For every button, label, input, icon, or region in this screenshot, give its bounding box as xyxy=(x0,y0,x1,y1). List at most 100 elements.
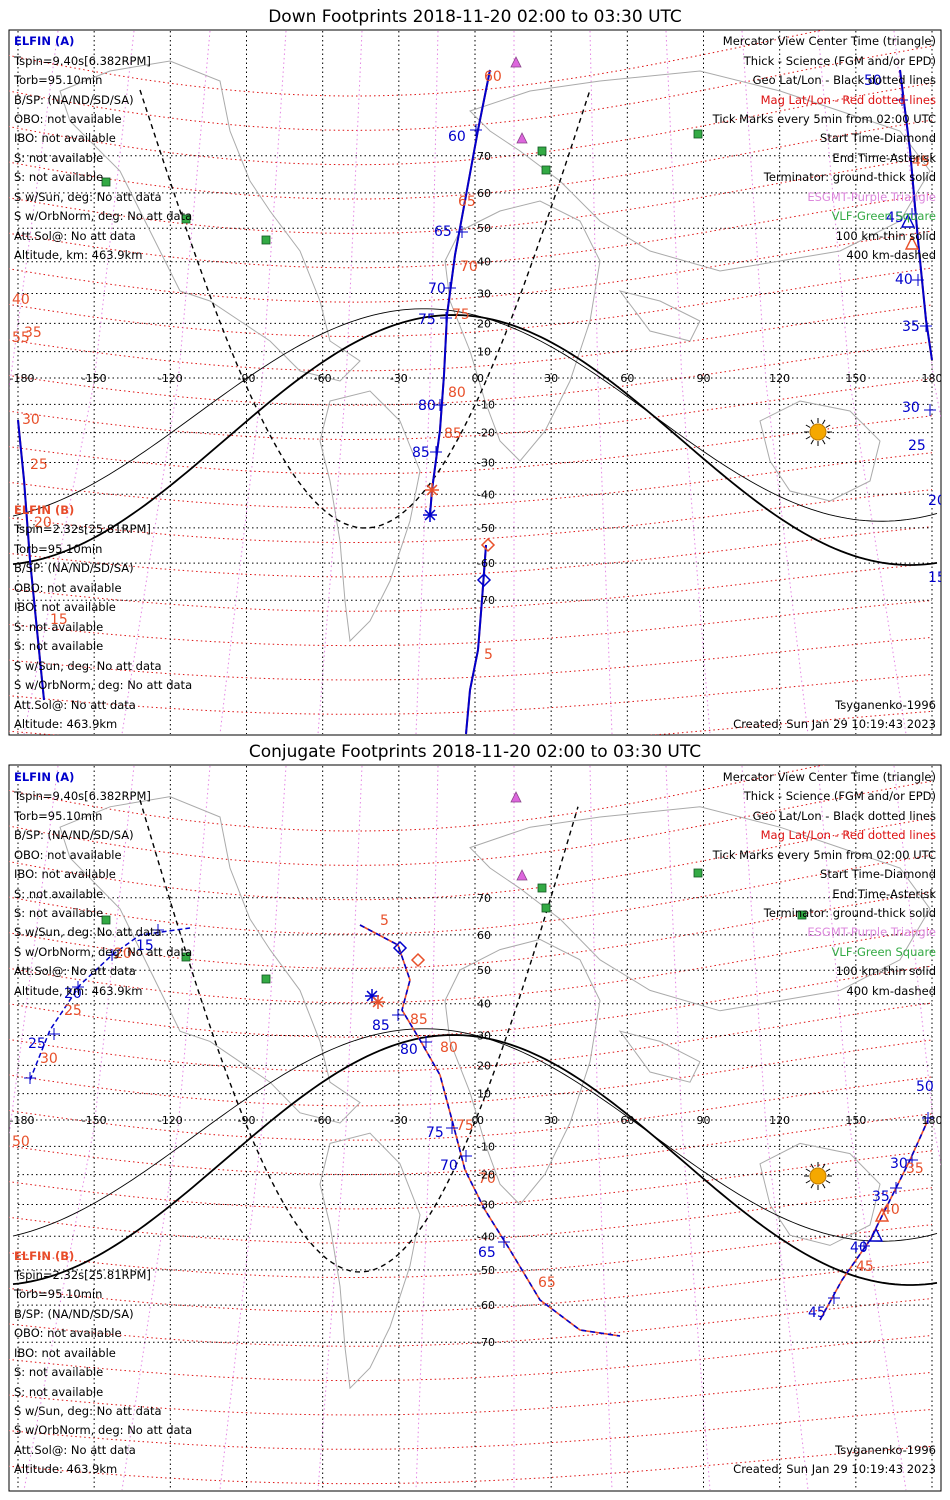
lat-tick-label: 10 xyxy=(477,346,491,359)
coastline xyxy=(469,70,931,272)
vlf-station-icon xyxy=(541,165,551,175)
probe-a-time-label: 30 xyxy=(902,400,920,416)
probe-b-time-label: 40 xyxy=(882,1202,900,1218)
coastline xyxy=(59,60,361,382)
down-b-line: S: not available xyxy=(14,639,103,653)
sun-ray xyxy=(810,439,814,445)
down-probe-b-info: ELFIN (B) Tspin=2.32s[25.81RPM] Torb=95.… xyxy=(13,503,192,731)
probe-a-time-label: 50 xyxy=(916,1079,934,1095)
conj-a-line: S: not available xyxy=(14,887,103,901)
conj-legend-item: Mercator View Center Time (triangle) xyxy=(723,770,936,784)
mag-lat-line xyxy=(9,82,933,166)
down-b-line: S: not available xyxy=(14,620,103,634)
down-probe-a-name: ELFIN (A) xyxy=(14,34,74,48)
mag-lon-line xyxy=(317,30,363,735)
lat-tick-label: -10 xyxy=(477,1140,495,1153)
down-legend-item: Mag Lat/Lon - Red dotted lines xyxy=(761,93,936,107)
lon-tick-label: 60 xyxy=(620,1114,634,1127)
lat-tick-label: 60 xyxy=(477,187,491,200)
probe-a-time-label: 15 xyxy=(928,570,946,586)
probe-b-time-label: 5 xyxy=(484,647,493,663)
lon-tick-label: 120 xyxy=(769,372,790,385)
terminator-400km xyxy=(139,799,579,1273)
mag-lon-line xyxy=(589,30,613,735)
probe-b-time-label: 80 xyxy=(440,1040,458,1056)
down-a-line: Torb=95.10min xyxy=(13,73,102,87)
mag-lat-line xyxy=(9,1076,933,1141)
probe-b-time-label: 70 xyxy=(478,1171,496,1187)
sun-ray xyxy=(805,1180,811,1184)
probe-b-time-label: 5 xyxy=(380,913,389,929)
conj-b-line: B/SP: (NA/ND/SD/SA) xyxy=(14,1307,134,1321)
lat-tick-label: 40 xyxy=(477,998,491,1011)
conj-a-line: S: not available xyxy=(14,906,103,920)
vlf-station-icon xyxy=(261,974,271,984)
sun-ray xyxy=(825,1180,831,1184)
lat-tick-label: -70 xyxy=(477,1336,495,1349)
conj-legend-item: Thick - Science (FGM and/or EPD) xyxy=(743,789,936,803)
probe-b-time-label: 55 xyxy=(12,330,30,346)
mag-lat-line xyxy=(9,1039,933,1107)
start-diamond-icon xyxy=(392,940,408,956)
sun-ray xyxy=(822,1163,826,1169)
conj-b-line: Tspin=2.32s[25.81RPM] xyxy=(13,1268,151,1282)
lat-tick-label: 10 xyxy=(477,1088,491,1101)
asterisk-stroke xyxy=(426,484,438,496)
lat-tick-label: 0 xyxy=(477,1114,484,1127)
down-tracks: 6065707580855045403530252015606570758085… xyxy=(12,69,946,735)
down-legend-item: Start Time-Diamond xyxy=(820,131,936,145)
mag-lon-line xyxy=(665,765,711,1491)
lat-tick-label: 40 xyxy=(477,256,491,269)
probe-b-time-label: 30 xyxy=(40,1051,58,1067)
lon-tick-label: 30 xyxy=(544,1114,558,1127)
probe-a-time-label: 70 xyxy=(440,1158,458,1174)
terminator-ground xyxy=(12,314,938,566)
probe-a-track xyxy=(17,419,45,701)
conj-a-line: Tspin=9.40s[6.382RPM] xyxy=(13,789,151,803)
lat-tick-label: 70 xyxy=(477,150,491,163)
conj-mag-grid xyxy=(9,765,941,1491)
mag-lat-line xyxy=(9,304,933,372)
conj-b-line: S w/OrbNorm, deg: No att data xyxy=(14,1423,192,1437)
down-map-content: 6065707580855045403530252015606570758085… xyxy=(9,30,946,735)
mag-lat-line xyxy=(9,891,933,969)
down-created-label: Created: Sun Jan 29 10:19:43 2023 xyxy=(733,717,936,731)
lon-tick-label: 90 xyxy=(697,372,711,385)
lat-tick-label: -40 xyxy=(477,488,495,501)
probe-b-time-label: 75 xyxy=(456,1118,474,1134)
asterisk-stroke xyxy=(372,996,384,1008)
lon-tick-label: -120 xyxy=(158,372,183,385)
lat-tick-label: -50 xyxy=(477,1264,495,1277)
down-a-line: Att.Sol@: No att data xyxy=(14,229,136,243)
mag-lon-line xyxy=(23,30,135,735)
coastline xyxy=(618,1030,701,1083)
lat-tick-label: 50 xyxy=(477,222,491,235)
conj-legend-item: 100 km-thin solid xyxy=(836,964,936,978)
lon-tick-label: -180 xyxy=(10,372,35,385)
down-probe-b-name: ELFIN (B) xyxy=(14,503,74,517)
lat-tick-label: 0 xyxy=(477,372,484,385)
down-mag-grid xyxy=(9,30,941,735)
conj-terminators xyxy=(12,799,938,1286)
sun-ray xyxy=(810,1163,814,1169)
down-legend: Mercator View Center Time (triangle) Thi… xyxy=(712,34,937,262)
down-panel-title: Down Footprints 2018-11-20 02:00 to 03:3… xyxy=(268,7,682,27)
vlf-station-icon xyxy=(181,952,191,962)
mag-lon-line xyxy=(415,765,439,1491)
esgmt-station-icon xyxy=(510,791,522,803)
lat-tick-label: -60 xyxy=(477,557,495,570)
conj-legend-item: Tick Marks every 5min from 02:00 UTC xyxy=(712,848,936,862)
sun-icon xyxy=(804,418,832,446)
probe-a-time-label: 75 xyxy=(418,312,436,328)
lon-tick-label: -90 xyxy=(238,1114,256,1127)
probe-a-time-label: 80 xyxy=(400,1042,418,1058)
sun-ray xyxy=(822,1183,826,1189)
lat-tick-label: -70 xyxy=(477,594,495,607)
mag-lat-line xyxy=(9,45,933,131)
lat-tick-label: -10 xyxy=(477,398,495,411)
sun-ray xyxy=(805,1168,811,1172)
down-b-line: Tspin=2.32s[25.81RPM] xyxy=(13,522,151,536)
probe-b-time-label: 80 xyxy=(448,385,466,401)
mag-lat-line xyxy=(9,1113,933,1175)
mag-lat-line xyxy=(9,119,933,200)
